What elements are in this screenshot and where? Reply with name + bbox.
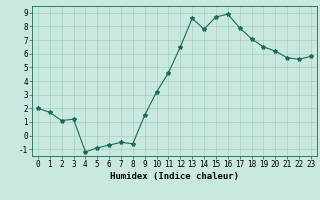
X-axis label: Humidex (Indice chaleur): Humidex (Indice chaleur) [110, 172, 239, 181]
